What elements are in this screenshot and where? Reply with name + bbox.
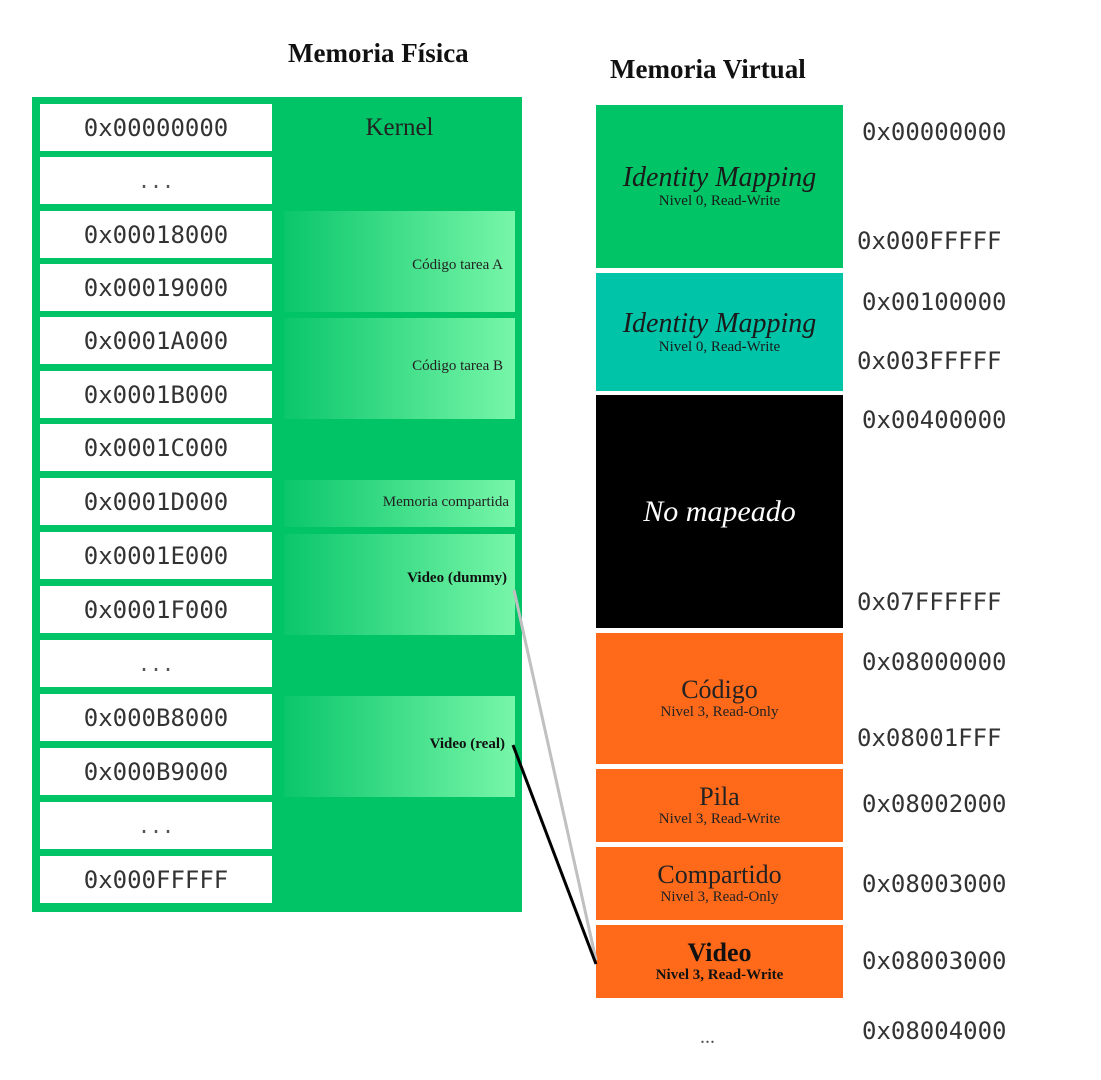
video-dummy-mapping-line — [514, 590, 596, 960]
